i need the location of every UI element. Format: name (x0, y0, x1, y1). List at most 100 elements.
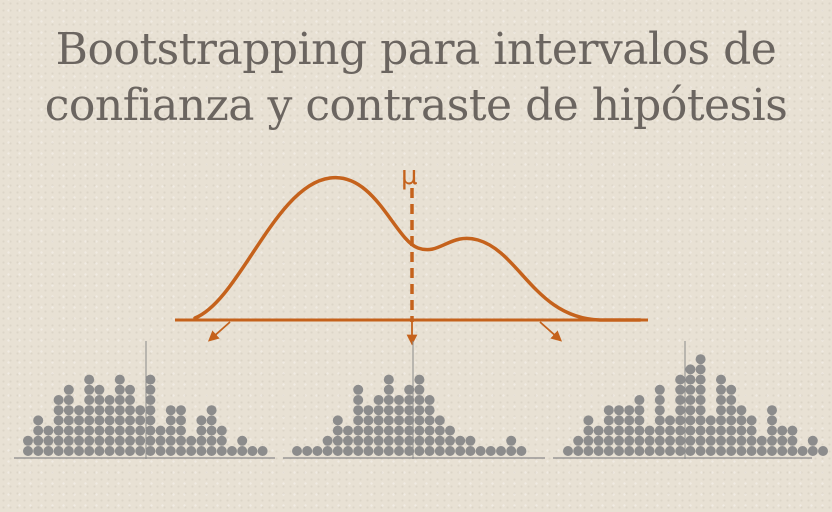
histogram-dot (614, 415, 624, 426)
histogram-dot (353, 384, 364, 395)
histogram-dot (583, 435, 594, 446)
histogram-dot (114, 435, 125, 446)
histogram-dot (343, 435, 353, 446)
histogram-dot (767, 446, 777, 456)
histogram-dot (716, 384, 726, 395)
histogram-dot (53, 446, 64, 456)
histogram-dot (818, 446, 828, 456)
histogram-dot (726, 405, 737, 416)
histogram-dot (155, 425, 166, 436)
histogram-right (553, 341, 828, 459)
histogram-dot (624, 405, 635, 416)
histogram-dot (573, 446, 584, 456)
histogram-dot (685, 405, 696, 416)
histogram-dot (114, 415, 125, 426)
histogram-dot (145, 425, 156, 436)
histogram-dot (33, 425, 44, 436)
histogram-dot (583, 415, 594, 426)
histogram-dot (394, 435, 404, 446)
histogram-dot (322, 446, 333, 456)
histogram-dot (145, 435, 156, 446)
histogram-dot (767, 435, 777, 446)
histogram-dot (125, 446, 135, 456)
histogram-dot (237, 435, 248, 446)
histogram-dot (716, 415, 726, 426)
histogram-dot (353, 446, 364, 456)
histogram-dot (206, 415, 217, 426)
histogram-dot (654, 384, 665, 395)
histogram-dot (465, 435, 476, 446)
histogram-dot (63, 405, 74, 416)
histogram-dot (726, 435, 737, 446)
histogram-dot (716, 446, 726, 456)
histogram-dot (404, 395, 415, 405)
histogram-dot (593, 435, 604, 446)
histogram-dot (74, 435, 84, 446)
histogram-dot (614, 405, 624, 416)
histogram-dot (135, 425, 146, 436)
histogram-dot (434, 435, 445, 446)
histogram-dot (455, 446, 466, 456)
histogram-dot (176, 425, 186, 436)
histogram-dot (53, 395, 64, 405)
histogram-dot (675, 374, 686, 385)
histogram-dot (455, 435, 466, 446)
histogram-dot (624, 446, 635, 456)
histogram-dot (593, 446, 604, 456)
histogram-dot (312, 446, 323, 456)
histogram-dot (104, 446, 115, 456)
histogram-dot (343, 425, 353, 436)
histogram-dot (716, 395, 726, 405)
histogram-dot (363, 405, 374, 416)
histogram-dot (373, 415, 384, 426)
arrow-right (539, 321, 563, 342)
histogram-dot (104, 395, 115, 405)
histogram-dot (424, 435, 435, 446)
histogram-dot (404, 415, 415, 426)
histogram-dot (135, 415, 146, 426)
histogram-dot (705, 425, 716, 436)
histogram-dot (404, 384, 415, 395)
histogram-dot (695, 446, 706, 456)
histogram-dot (135, 405, 146, 416)
histogram-dot (777, 425, 788, 436)
histogram-dot (414, 405, 425, 416)
histogram-left (14, 341, 275, 459)
histogram-dot (685, 384, 696, 395)
histogram-dot (787, 425, 798, 436)
histogram-dot (424, 415, 435, 426)
histogram-dot (216, 435, 227, 446)
histogram-dot (675, 446, 686, 456)
histogram-dot (445, 425, 455, 436)
histogram-dot (434, 446, 445, 456)
histogram-dot (767, 425, 777, 436)
histogram-dot (196, 446, 207, 456)
histogram-dot (125, 405, 135, 416)
histogram-dot (736, 405, 747, 416)
histogram-dot (665, 435, 675, 446)
histogram-dot (176, 405, 186, 416)
histogram-dot (767, 405, 777, 416)
histogram-dot (614, 425, 624, 436)
histogram-dot (23, 435, 33, 446)
histogram-dot (165, 415, 176, 426)
histogram-dot (114, 405, 125, 416)
histogram-dot (644, 425, 655, 436)
histogram-dot (736, 435, 747, 446)
histogram-dot (33, 415, 44, 426)
histogram-middle (283, 341, 545, 459)
histogram-dot (383, 374, 394, 385)
histogram-dot (145, 395, 156, 405)
histogram-dot (363, 415, 374, 426)
histogram-dot (603, 446, 614, 456)
histogram-dot (603, 435, 614, 446)
histogram-dot (373, 395, 384, 405)
histogram-dot (583, 425, 594, 436)
histogram-dot (675, 395, 686, 405)
histogram-dot (257, 446, 268, 456)
histogram-dot (705, 446, 716, 456)
histogram-dot (767, 415, 777, 426)
histogram-dot (145, 374, 156, 385)
histogram-dot (43, 435, 54, 446)
histogram-dot (53, 435, 64, 446)
